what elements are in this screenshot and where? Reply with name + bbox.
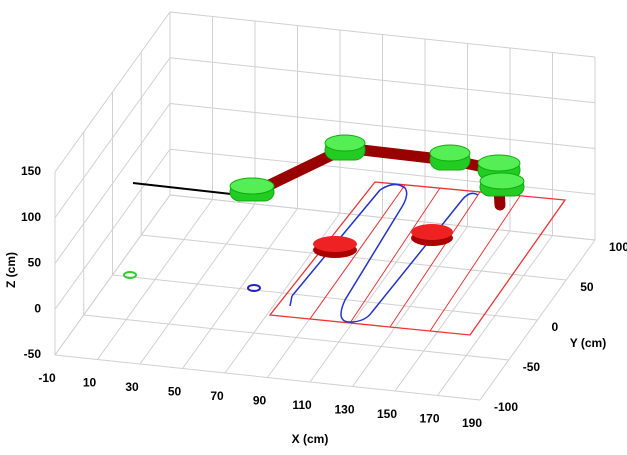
y-tick-label: -100 xyxy=(494,400,518,414)
y-tick-label: 100 xyxy=(609,240,627,254)
disk xyxy=(411,224,453,240)
x-tick-label: 10 xyxy=(83,376,97,390)
x-axis-label: X (cm) xyxy=(292,432,329,446)
x-tick-label: 130 xyxy=(334,403,354,417)
x-tick-label: 150 xyxy=(377,407,397,421)
x-tick-label: 50 xyxy=(168,385,182,399)
scene xyxy=(124,135,565,335)
chart: X (cm) Y (cm) Z (cm) -10 10 30 50 70 90 110 130… xyxy=(0,0,627,455)
x-tick-label: 90 xyxy=(253,394,267,408)
x-tick-label: 30 xyxy=(125,380,139,394)
y-tick-label: 0 xyxy=(552,320,559,334)
x-tick-label: -10 xyxy=(38,371,56,385)
x-tick-label: 110 xyxy=(292,398,312,412)
ring xyxy=(248,285,260,291)
z-tick-label: 50 xyxy=(28,256,42,270)
grid-layer xyxy=(55,12,595,400)
z-tick-label: 100 xyxy=(21,210,41,224)
disk xyxy=(313,236,357,252)
ring xyxy=(124,272,136,278)
x-tick-label: 190 xyxy=(462,416,482,430)
z-axis-label: Z (cm) xyxy=(4,252,18,288)
robot-joints xyxy=(230,135,524,201)
z-tick-label: -50 xyxy=(24,347,42,361)
y-axis-label: Y (cm) xyxy=(570,336,606,350)
x-tick-label: 70 xyxy=(210,389,224,403)
z-tick-label: 150 xyxy=(21,164,41,178)
x-tick-label: 170 xyxy=(419,412,439,426)
y-tick-label: 50 xyxy=(580,280,594,294)
y-tick-label: -50 xyxy=(523,360,541,374)
z-tick-label: 0 xyxy=(34,301,41,315)
tool xyxy=(133,183,240,195)
